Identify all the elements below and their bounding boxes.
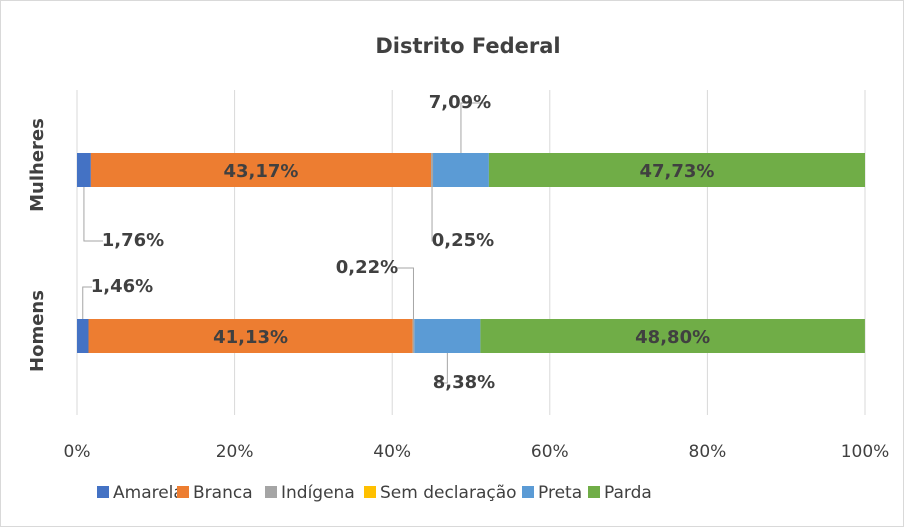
bar-segment bbox=[412, 319, 415, 353]
chart-title: Distrito Federal bbox=[375, 34, 560, 58]
data-label: 1,76% bbox=[102, 230, 164, 251]
legend-label: Preta bbox=[538, 483, 582, 503]
data-label: 41,13% bbox=[213, 327, 288, 348]
legend-swatch bbox=[364, 486, 376, 498]
leader-line bbox=[431, 187, 433, 242]
legend-label: Sem declaração bbox=[380, 483, 517, 503]
data-label: 7,09% bbox=[429, 92, 491, 113]
legend-label: Parda bbox=[604, 483, 652, 503]
x-tick-label: 80% bbox=[689, 442, 727, 462]
y-category-label: Mulheres bbox=[27, 118, 48, 212]
data-label: 0,25% bbox=[432, 230, 494, 251]
bar-segment bbox=[414, 319, 481, 353]
data-label: 8,38% bbox=[433, 372, 495, 393]
legend-swatch bbox=[265, 486, 277, 498]
legend-swatch bbox=[522, 486, 534, 498]
legend-label: Branca bbox=[193, 483, 253, 503]
legend-label: Indígena bbox=[281, 483, 355, 503]
bar-segment bbox=[480, 319, 865, 353]
y-category-label: Homens bbox=[27, 290, 48, 372]
data-label: 43,17% bbox=[223, 161, 298, 182]
leader-line bbox=[460, 102, 490, 153]
legend-label: Amarela bbox=[113, 483, 184, 503]
x-tick-label: 0% bbox=[64, 442, 91, 462]
legend-swatch bbox=[97, 486, 109, 498]
bar-segment bbox=[77, 153, 91, 187]
x-tick-label: 100% bbox=[841, 442, 890, 462]
leader-line bbox=[83, 187, 103, 242]
bar-segment bbox=[433, 153, 489, 187]
data-label: 47,73% bbox=[639, 161, 714, 182]
bar-segment bbox=[90, 153, 432, 187]
bar-segment bbox=[77, 319, 89, 353]
data-label: 0,22% bbox=[336, 257, 398, 278]
data-label: 1,46% bbox=[91, 276, 153, 297]
x-tick-label: 60% bbox=[531, 442, 569, 462]
x-tick-label: 40% bbox=[373, 442, 411, 462]
bar-segment bbox=[488, 153, 865, 187]
legend-swatch bbox=[177, 486, 189, 498]
leader-line bbox=[434, 353, 448, 384]
x-tick-label: 20% bbox=[216, 442, 254, 462]
bar-segment bbox=[88, 319, 413, 353]
leader-line bbox=[82, 286, 92, 319]
data-label: 48,80% bbox=[635, 327, 710, 348]
leader-line bbox=[397, 267, 414, 319]
legend-swatch bbox=[588, 486, 600, 498]
bar-segment bbox=[431, 153, 434, 187]
